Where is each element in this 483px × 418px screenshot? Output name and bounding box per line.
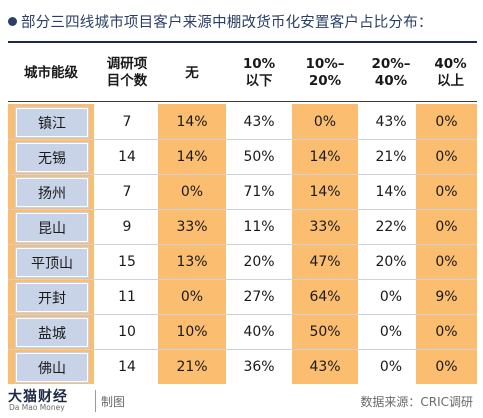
value-none: 21% <box>176 358 208 375</box>
value-under-10: 71% <box>243 183 275 200</box>
value-none: 14% <box>176 113 208 130</box>
project-count: 7 <box>122 183 132 200</box>
header-under-10: 10% 以下 <box>242 56 276 89</box>
row-divider <box>8 279 477 280</box>
header-10-20: 10%– 20% <box>305 56 345 89</box>
value-over-40: 0% <box>435 183 458 200</box>
value-over-40: 0% <box>435 323 458 340</box>
value-20-40: 14% <box>375 183 407 200</box>
value-under-10: 43% <box>243 113 275 130</box>
city-name: 昆山 <box>16 213 88 242</box>
value-20-40: 21% <box>375 148 407 165</box>
table-header: 城市能级 调研项 目个数 无 10% 以下 10%– 20% 20%– 40% … <box>8 45 477 101</box>
value-20-40: 0% <box>379 288 403 305</box>
city-name: 镇江 <box>16 108 88 137</box>
value-none: 0% <box>180 288 204 305</box>
value-none: 14% <box>176 148 208 165</box>
value-under-10: 36% <box>243 358 275 375</box>
city-name: 平顶山 <box>16 248 88 277</box>
value-10-20: 0% <box>313 113 337 130</box>
header-rule <box>8 101 477 102</box>
value-20-40: 0% <box>379 323 403 340</box>
brand-logo-english: Da Mao Money <box>9 403 65 412</box>
top-rule <box>8 41 477 43</box>
project-count: 15 <box>118 253 136 270</box>
bullet-icon <box>8 16 17 26</box>
header-over-40: 40% 以上 <box>434 56 467 89</box>
header-project-count: 调研项 目个数 <box>106 56 148 89</box>
value-under-10: 50% <box>243 148 275 165</box>
city-name: 无锡 <box>16 143 88 172</box>
project-count: 9 <box>122 218 132 235</box>
city-name: 佛山 <box>16 353 88 382</box>
table-row: 昆山 9 33% 11% 33% 22% 0% <box>8 209 477 244</box>
table-row: 扬州 7 0% 71% 14% 14% 0% <box>8 174 477 209</box>
table-row: 盐城 10 10% 40% 50% 0% 0% <box>8 314 477 349</box>
value-10-20: 50% <box>309 323 341 340</box>
value-10-20: 43% <box>309 358 341 375</box>
value-none: 33% <box>176 218 208 235</box>
footer-divider <box>95 390 96 412</box>
value-10-20: 64% <box>309 288 341 305</box>
value-over-40: 9% <box>435 288 458 305</box>
title-text: 部分三四线城市项目客户来源中棚改货币化安置客户占比分布： <box>21 14 433 31</box>
value-over-40: 0% <box>435 113 458 130</box>
data-source: 数据来源：CRIC调研 <box>360 395 473 409</box>
header-none: 无 <box>185 64 199 81</box>
city-name: 开封 <box>16 283 88 312</box>
row-divider <box>8 139 477 140</box>
value-over-40: 0% <box>435 253 458 270</box>
value-under-10: 27% <box>243 288 275 305</box>
header-city-level: 城市能级 <box>24 64 78 81</box>
value-over-40: 0% <box>435 218 458 235</box>
value-20-40: 43% <box>375 113 407 130</box>
value-none: 0% <box>180 183 204 200</box>
city-name: 盐城 <box>16 318 88 347</box>
value-over-40: 0% <box>435 148 458 165</box>
value-10-20: 33% <box>309 218 341 235</box>
brand-logo: 大猫财经 <box>8 389 68 405</box>
row-divider <box>8 209 477 210</box>
value-10-20: 14% <box>309 148 341 165</box>
value-under-10: 20% <box>243 253 275 270</box>
table-row: 无锡 14 14% 50% 14% 21% 0% <box>8 139 477 174</box>
project-count: 11 <box>118 288 136 305</box>
row-divider <box>8 349 477 350</box>
table-row: 开封 11 0% 27% 64% 0% 9% <box>8 279 477 314</box>
table-row: 平顶山 15 13% 20% 47% 20% 0% <box>8 244 477 279</box>
project-count: 14 <box>118 148 136 165</box>
value-10-20: 14% <box>309 183 341 200</box>
value-10-20: 47% <box>309 253 341 270</box>
value-20-40: 22% <box>375 218 407 235</box>
made-by-label: 制图 <box>101 395 126 409</box>
value-under-10: 40% <box>243 323 275 340</box>
value-none: 10% <box>176 323 208 340</box>
row-divider <box>8 314 477 315</box>
city-name: 扬州 <box>16 178 88 207</box>
table-row: 镇江 7 14% 43% 0% 43% 0% <box>8 104 477 139</box>
project-count: 14 <box>118 358 136 375</box>
row-divider <box>8 174 477 175</box>
value-20-40: 20% <box>375 253 407 270</box>
header-20-40: 20%– 40% <box>371 56 411 89</box>
project-count: 7 <box>122 113 132 130</box>
chart-title: 部分三四线城市项目客户来源中棚改货币化安置客户占比分布： <box>8 11 478 31</box>
value-under-10: 11% <box>243 218 275 235</box>
value-over-40: 0% <box>435 358 458 375</box>
project-count: 10 <box>118 323 136 340</box>
row-divider <box>8 244 477 245</box>
table-row: 佛山 14 21% 36% 43% 0% 0% <box>8 349 477 384</box>
value-none: 13% <box>176 253 208 270</box>
value-20-40: 0% <box>379 358 403 375</box>
